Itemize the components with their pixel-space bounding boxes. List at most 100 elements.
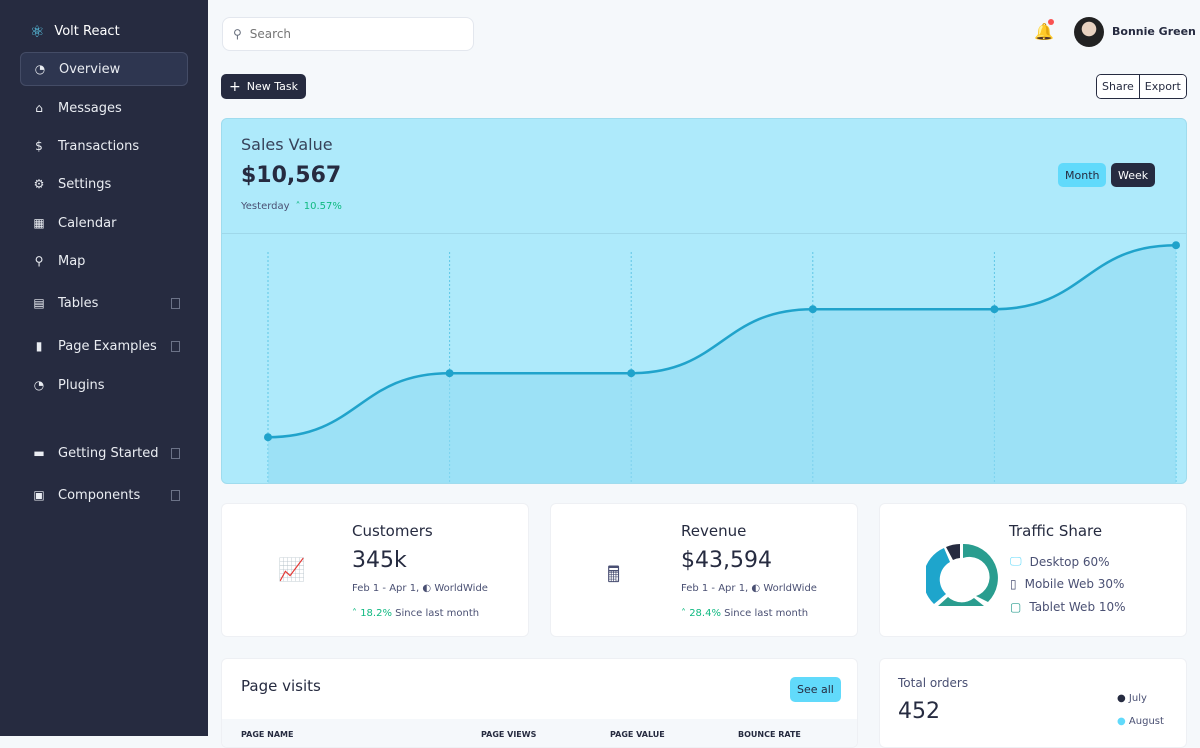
- sidebar-item-transactions[interactable]: $ Transactions: [20, 129, 188, 163]
- legend-label: Tablet Web 10%: [1029, 600, 1126, 614]
- new-task-button[interactable]: + New Task: [221, 74, 306, 99]
- dot-icon: ●: [1117, 693, 1126, 704]
- sidebar-item-page-examples[interactable]: ▮ Page Examples: [20, 329, 188, 363]
- revenue-title: Revenue: [681, 522, 747, 540]
- chart-pie-icon: ◔: [34, 62, 46, 76]
- revenue-change: ˄ 28.4% Since last month: [681, 608, 808, 619]
- sidebar-item-map[interactable]: ⚲ Map: [20, 244, 188, 278]
- search-box[interactable]: ⚲: [222, 17, 474, 51]
- pro-badge-icon: [171, 447, 180, 459]
- data-point[interactable]: [445, 369, 454, 378]
- revenue-value: $43,594: [681, 548, 772, 573]
- calendar-icon: ▦: [33, 216, 45, 230]
- sidebar-item-label: Calendar: [58, 215, 117, 231]
- column-header: PAGE NAME: [241, 730, 294, 739]
- sidebar: ⚛ Volt React ◔ Overview ⌂ Messages $ Transact…: [0, 0, 208, 736]
- search-icon: ⚲: [233, 27, 242, 41]
- globe-icon: ◐: [422, 583, 432, 594]
- sidebar-item-tables[interactable]: ▤ Tables: [20, 286, 188, 320]
- divider: [222, 233, 1186, 234]
- change: 18.2%: [360, 608, 392, 619]
- region: WorldWide: [763, 583, 817, 594]
- globe-icon: ◐: [751, 583, 761, 594]
- period-label: Yesterday: [241, 201, 290, 212]
- column-header: BOUNCE RATE: [738, 730, 801, 739]
- map-pin-icon: ⚲: [34, 254, 44, 268]
- dot-icon: ●: [1117, 716, 1126, 727]
- page-visits-title: Page visits: [241, 677, 321, 695]
- sidebar-item-messages[interactable]: ⌂ Messages: [20, 91, 188, 125]
- customers-change: ˄ 18.2% Since last month: [352, 608, 479, 619]
- chart-pie-icon: ◔: [33, 378, 45, 392]
- export-button[interactable]: Export: [1138, 75, 1186, 98]
- donut-segment-bottom: [938, 597, 984, 606]
- series-area: [268, 245, 1176, 483]
- avatar[interactable]: [1074, 17, 1104, 47]
- share-export-group: Share Export: [1096, 74, 1187, 99]
- customers-range: Feb 1 - Apr 1, ◐ WorldWide: [352, 583, 488, 594]
- legend-desktop: 🖵 Desktop 60%: [1010, 554, 1110, 569]
- sidebar-item-calendar[interactable]: ▦ Calendar: [20, 206, 188, 240]
- donut-segment-mobile: [946, 544, 960, 560]
- share-button[interactable]: Share: [1097, 75, 1139, 98]
- new-task-label: New Task: [246, 80, 298, 93]
- sales-title: Sales Value: [241, 135, 333, 154]
- sidebar-item-label: Overview: [59, 61, 121, 77]
- sidebar-item-overview[interactable]: ◔ Overview: [20, 52, 188, 86]
- sidebar-item-getting-started[interactable]: ▬ Getting Started: [20, 436, 188, 470]
- customers-value: 345k: [352, 548, 407, 573]
- revenue-card: 🖩 Revenue $43,594 Feb 1 - Apr 1, ◐ World…: [550, 503, 858, 637]
- series-line: [267, 243, 1177, 439]
- notification-dot: [1048, 19, 1054, 25]
- customers-title: Customers: [352, 522, 433, 540]
- legend-august: ● August: [1117, 716, 1164, 727]
- column-header: PAGE VIEWS: [481, 730, 537, 739]
- inbox-icon: ⌂: [35, 101, 43, 115]
- sidebar-item-settings[interactable]: ⚙ Settings: [20, 167, 188, 201]
- mobile-icon: ▯: [1010, 577, 1017, 591]
- sidebar-item-label: Tables: [58, 295, 99, 311]
- notifications-bell-icon[interactable]: 🔔: [1034, 19, 1054, 41]
- total-orders-card: Total orders 452 ● July ● August: [879, 658, 1187, 748]
- change-value: 10.57%: [303, 201, 342, 212]
- sales-chart: [264, 241, 1180, 483]
- user-name[interactable]: Bonnie Green: [1112, 25, 1196, 38]
- plus-icon: +: [229, 78, 241, 95]
- sales-period: Yesterday ˄ 10.57%: [241, 201, 342, 212]
- legend-july: ● July: [1117, 693, 1147, 704]
- pro-badge-icon: [171, 340, 180, 352]
- file-icon: ▮: [35, 339, 43, 353]
- orders-title: Total orders: [898, 676, 969, 690]
- sidebar-item-components[interactable]: ▣ Components: [20, 478, 188, 512]
- data-point[interactable]: [1172, 241, 1180, 250]
- traffic-title: Traffic Share: [1009, 522, 1103, 540]
- since: Since last month: [724, 608, 809, 619]
- up-icon: ˄: [681, 608, 686, 619]
- customers-card: 📈 Customers 345k Feb 1 - Apr 1, ◐ WorldW…: [221, 503, 529, 637]
- box-icon: ▣: [33, 488, 45, 502]
- orders-value: 452: [898, 699, 940, 724]
- sidebar-item-label: Map: [58, 253, 86, 269]
- legend-label: August: [1128, 716, 1164, 727]
- search-input[interactable]: [249, 27, 450, 41]
- sales-change: ˄ 10.57%: [295, 201, 342, 212]
- sidebar-item-label: Getting Started: [58, 445, 159, 461]
- data-point[interactable]: [808, 305, 817, 314]
- traffic-share-card: Traffic Share 🖵 Desktop 60% ▯ Mobile Web 3…: [879, 503, 1187, 637]
- brand-link[interactable]: ⚛ Volt React: [30, 22, 120, 41]
- legend-label: Mobile Web 30%: [1024, 577, 1125, 591]
- data-point[interactable]: [990, 305, 999, 314]
- data-point[interactable]: [627, 369, 636, 378]
- sidebar-item-label: Plugins: [58, 377, 105, 393]
- see-all-button[interactable]: See all: [790, 677, 841, 702]
- data-point[interactable]: [264, 433, 272, 442]
- book-icon: ▬: [33, 446, 45, 460]
- week-toggle[interactable]: Week: [1111, 163, 1156, 187]
- region: WorldWide: [434, 583, 488, 594]
- month-toggle[interactable]: Month: [1058, 163, 1107, 187]
- donut-segment-desktop: [926, 548, 950, 604]
- sidebar-item-plugins[interactable]: ◔ Plugins: [20, 368, 188, 402]
- page-visits-card: Page visits See all PAGE NAME PAGE VIEWS…: [221, 658, 858, 748]
- chart-line-icon: 📈: [278, 558, 306, 583]
- pro-badge-icon: [171, 297, 180, 309]
